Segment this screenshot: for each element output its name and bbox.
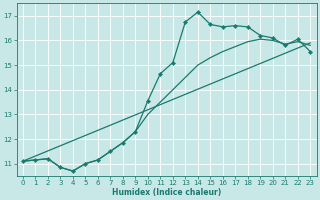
X-axis label: Humidex (Indice chaleur): Humidex (Indice chaleur) — [112, 188, 221, 197]
